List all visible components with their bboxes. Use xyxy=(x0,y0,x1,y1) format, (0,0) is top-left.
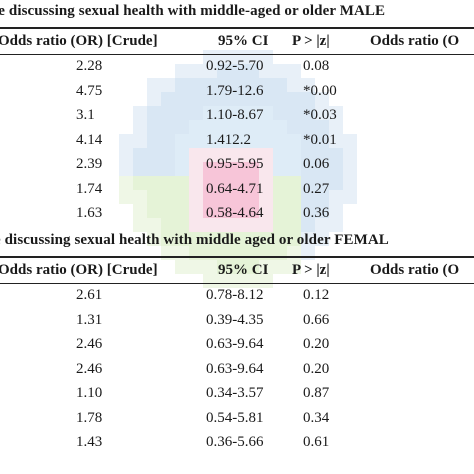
cell-ci: 1.412.2 xyxy=(206,131,251,148)
cell-or-crude: 1.74 xyxy=(76,180,103,197)
cell-ci: 0.54-5.81 xyxy=(206,409,264,426)
cell-or-crude: 1.78 xyxy=(76,409,103,426)
female-header-or-crude: Odds ratio (OR) [Crude] xyxy=(0,262,158,278)
cell-p-value: 0.61 xyxy=(303,434,330,450)
cell-ci: 0.58-4.64 xyxy=(206,205,264,221)
cell-or-crude: 2.61 xyxy=(76,287,103,303)
male-table-caption: le discussing sexual health with middle-… xyxy=(0,3,386,19)
male-header-p: P > |z| xyxy=(292,33,330,49)
male-header-rule xyxy=(0,54,474,55)
cell-or-crude: 4.14 xyxy=(76,131,103,148)
cell-ci: 0.78-8.12 xyxy=(206,287,264,303)
cell-p-value: *0.00 xyxy=(303,82,337,99)
cell-or-crude: 2.46 xyxy=(76,360,103,377)
cell-p-value: *0.03 xyxy=(303,107,337,123)
cell-or-crude: 4.75 xyxy=(76,82,103,99)
cell-p-value: 0.36 xyxy=(303,205,330,221)
cell-ci: 0.36-5.66 xyxy=(206,434,264,450)
cell-ci: 0.64-4.71 xyxy=(206,180,264,197)
cell-ci: 0.63-9.64 xyxy=(206,360,264,377)
cell-ci: 0.92-5.70 xyxy=(206,58,264,74)
male-header-or-adjusted: Odds ratio (O xyxy=(370,33,460,49)
cell-ci: 1.10-8.67 xyxy=(206,107,264,123)
cell-or-crude: 1.43 xyxy=(76,434,103,450)
male-top-rule xyxy=(0,27,474,29)
female-top-rule xyxy=(0,256,474,258)
cell-p-value: 0.66 xyxy=(303,311,330,328)
female-header-ci: 95% CI xyxy=(218,262,269,278)
female-table-caption: e discussing sexual health with middle a… xyxy=(0,232,389,248)
cell-or-crude: 3.1 xyxy=(76,107,95,123)
cell-or-crude: 1.10 xyxy=(76,385,103,401)
cell-ci: 0.34-3.57 xyxy=(206,385,264,401)
cell-or-crude: 2.28 xyxy=(76,58,103,74)
male-header-ci: 95% CI xyxy=(218,33,269,49)
female-header-or-adjusted: Odds ratio (O xyxy=(370,262,460,278)
cell-or-crude: 1.63 xyxy=(76,205,103,221)
cell-p-value: 0.27 xyxy=(303,180,330,197)
cell-or-crude: 2.39 xyxy=(76,156,103,172)
cell-p-value: 0.87 xyxy=(303,385,330,401)
cell-p-value: 0.06 xyxy=(303,156,330,172)
cell-p-value: 0.20 xyxy=(303,360,330,377)
male-header-or-crude: Odds ratio (OR) [Crude] xyxy=(0,33,158,49)
cell-p-value: 0.34 xyxy=(303,409,330,426)
cell-p-value: 0.20 xyxy=(303,336,330,352)
cell-ci: 0.39-4.35 xyxy=(206,311,264,328)
cell-ci: 1.79-12.6 xyxy=(206,82,264,99)
female-header-rule xyxy=(0,283,474,284)
cell-p-value: *0.01 xyxy=(303,131,337,148)
cell-p-value: 0.08 xyxy=(303,58,330,74)
female-header-p: P > |z| xyxy=(292,262,330,278)
cell-ci: 0.63-9.64 xyxy=(206,336,264,352)
cell-ci: 0.95-5.95 xyxy=(206,156,264,172)
cell-or-crude: 2.46 xyxy=(76,336,103,352)
cell-p-value: 0.12 xyxy=(303,287,330,303)
cell-or-crude: 1.31 xyxy=(76,311,103,328)
